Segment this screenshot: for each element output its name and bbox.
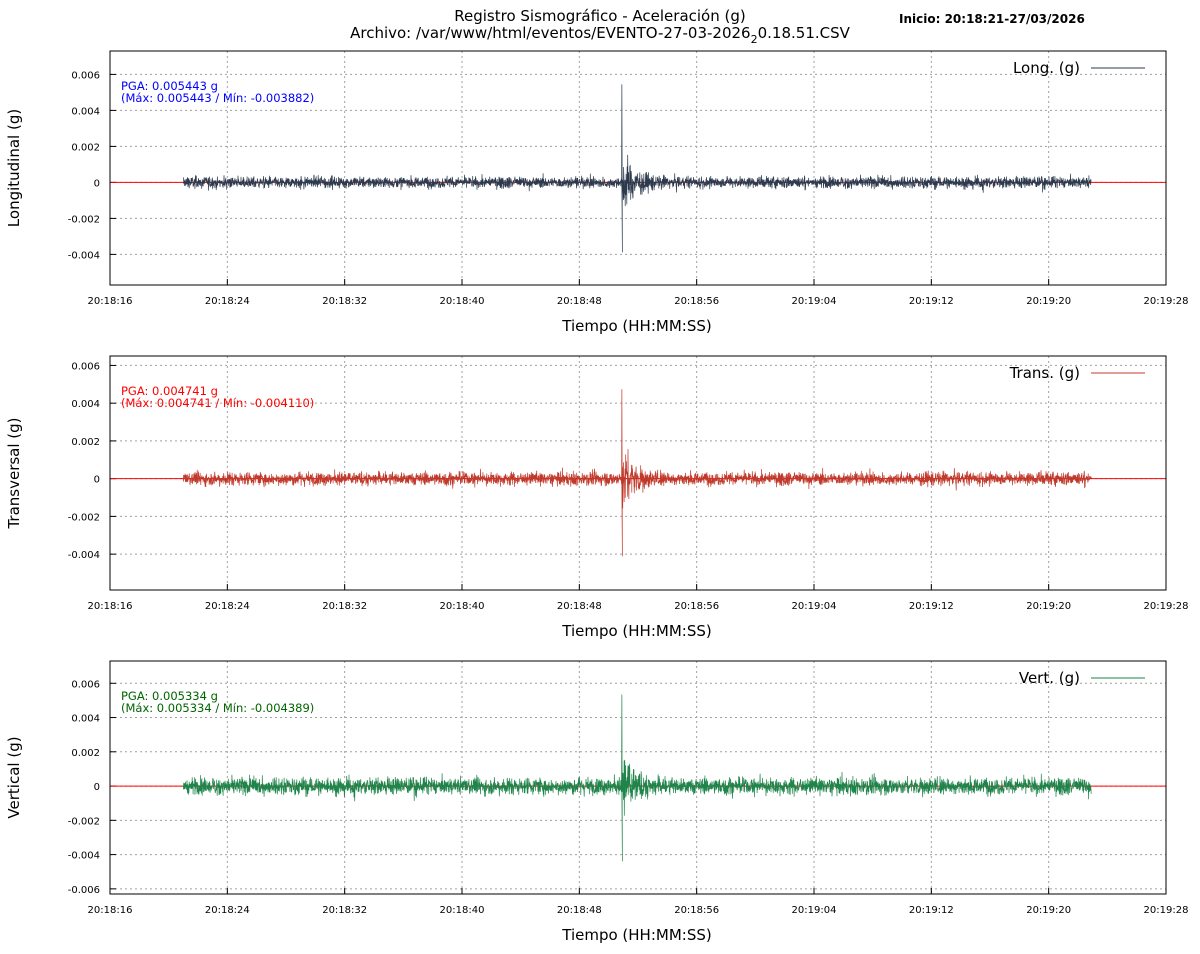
x-tick-label: 20:18:40	[440, 296, 485, 307]
panel-3: 0.006 0.004 0.002 0 -0.002 -0.004 -0.006 20:18:…	[5, 660, 1189, 944]
x-tick-label: 20:18:56	[674, 905, 719, 916]
x-axis-label: Tiempo (HH:MM:SS)	[561, 317, 711, 335]
start-label: Inicio: 20:18:21-27/03/2026	[899, 12, 1085, 26]
x-tick-label: 20:18:32	[322, 601, 367, 612]
pga-annotation: PGA: 0.005334 g	[121, 689, 218, 703]
y-tick-label: -0.002	[68, 512, 100, 523]
x-tick-label: 20:19:28	[1144, 601, 1189, 612]
y-tick-label: -0.004	[68, 851, 100, 862]
y-tick-label: 0.006	[71, 70, 100, 81]
x-tick-label: 20:18:40	[440, 905, 485, 916]
x-tick-label: 20:19:28	[1144, 296, 1189, 307]
x-tick-label: 20:18:56	[674, 296, 719, 307]
y-tick-label: 0.006	[71, 679, 100, 690]
x-tick-label: 20:18:16	[88, 296, 133, 307]
y-tick-label: 0	[94, 782, 100, 793]
x-tick-label: 20:18:48	[557, 905, 602, 916]
panel-2: 0.006 0.004 0.002 0 -0.002 -0.004 20:18:16 20:1…	[5, 355, 1189, 640]
x-tick-label: 20:19:12	[909, 905, 954, 916]
x-tick-label: 20:18:56	[674, 601, 719, 612]
max-min-annotation: (Máx: 0.005334 / Mín: -0.004389)	[121, 701, 314, 715]
x-tick-label: 20:18:24	[205, 905, 250, 916]
x-tick-label: 20:19:28	[1144, 905, 1189, 916]
pga-annotation: PGA: 0.004741 g	[121, 384, 218, 398]
y-tick-label: 0.002	[71, 142, 100, 153]
x-axis-label: Tiempo (HH:MM:SS)	[561, 622, 711, 640]
x-tick-label: 20:19:20	[1026, 296, 1071, 307]
y-tick-label: 0.002	[71, 437, 100, 448]
legend-label: Trans. (g)	[1009, 364, 1080, 382]
waveform-series-3	[182, 694, 1092, 862]
waveform-series-2	[182, 389, 1092, 557]
x-tick-label: 20:19:20	[1026, 905, 1071, 916]
y-tick-label: -0.002	[68, 816, 100, 827]
x-tick-label: 20:18:32	[322, 905, 367, 916]
max-min-annotation: (Máx: 0.004741 / Mín: -0.004110)	[121, 396, 314, 410]
panel-1: 0.006 0.004 0.002 0 -0.002 -0.004 20:18:16 20:1…	[5, 50, 1189, 335]
plot-frame	[109, 355, 1167, 591]
y-axis-label: Vertical (g)	[5, 736, 23, 818]
y-tick-label: -0.004	[68, 250, 100, 261]
x-tick-label: 20:18:24	[205, 296, 250, 307]
x-tick-label: 20:19:04	[792, 905, 837, 916]
x-axis-label: Tiempo (HH:MM:SS)	[561, 926, 711, 944]
x-tick-label: 20:18:16	[88, 905, 133, 916]
y-tick-label: 0	[94, 475, 100, 486]
pga-annotation: PGA: 0.005443 g	[121, 79, 218, 93]
x-tick-label: 20:19:20	[1026, 601, 1071, 612]
y-tick-label: 0.004	[71, 714, 100, 725]
chart-title: Registro Sismográfico - Aceleración (g)	[454, 7, 745, 25]
y-tick-label: 0	[94, 178, 100, 189]
y-tick-label: 0.004	[71, 106, 100, 117]
x-tick-label: 20:18:24	[205, 601, 250, 612]
x-tick-label: 20:18:48	[557, 296, 602, 307]
x-tick-label: 20:19:12	[909, 601, 954, 612]
y-tick-label: -0.006	[68, 885, 100, 896]
x-tick-label: 20:19:04	[792, 296, 837, 307]
y-axis-label: Transversal (g)	[5, 417, 23, 529]
legend-label: Long. (g)	[1013, 59, 1080, 77]
plot-frame	[109, 660, 1167, 895]
x-tick-label: 20:19:04	[792, 601, 837, 612]
y-tick-label: -0.004	[68, 550, 100, 561]
y-tick-label: -0.002	[68, 214, 100, 225]
x-tick-label: 20:18:32	[322, 296, 367, 307]
plot-frame	[109, 50, 1167, 286]
y-tick-label: 0.002	[71, 748, 100, 759]
x-tick-label: 20:18:40	[440, 601, 485, 612]
legend-label: Vert. (g)	[1019, 669, 1080, 687]
x-tick-label: 20:18:16	[88, 601, 133, 612]
y-axis-label: Longitudinal (g)	[5, 109, 23, 227]
x-tick-label: 20:19:12	[909, 296, 954, 307]
max-min-annotation: (Máx: 0.005443 / Mín: -0.003882)	[121, 91, 314, 105]
y-tick-label: 0.006	[71, 361, 100, 372]
file-label: Archivo: /var/www/html/eventos/EVENTO-27…	[350, 24, 851, 46]
waveform-series-1	[182, 84, 1092, 253]
y-tick-label: 0.004	[71, 399, 100, 410]
x-tick-label: 20:18:48	[557, 601, 602, 612]
